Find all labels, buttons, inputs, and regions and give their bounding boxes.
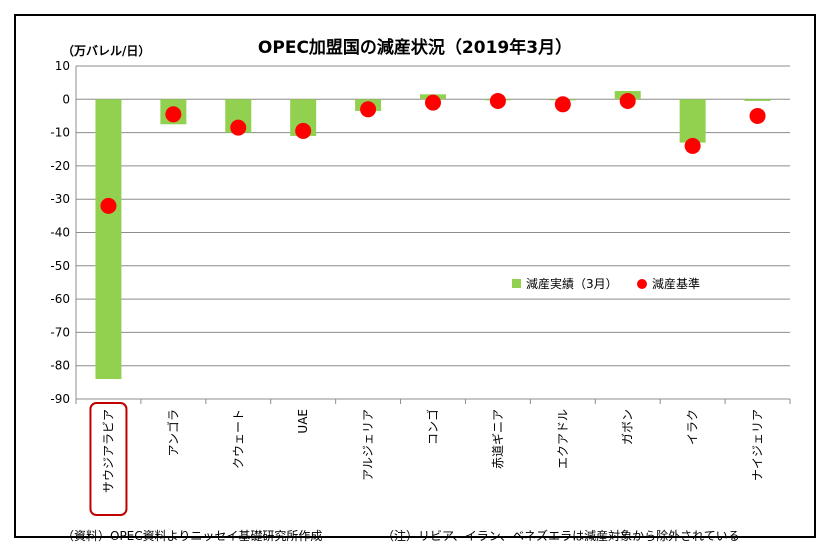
legend: 減産実績（3月） 減産基準 (512, 276, 700, 291)
marker-point (619, 92, 636, 109)
bar (744, 99, 771, 101)
y-tick-label: 10 (55, 59, 70, 73)
x-tick-label: イラク (686, 409, 700, 445)
y-tick-label: -30 (50, 192, 70, 206)
bar-series (95, 90, 771, 380)
x-tick-label: エクアドル (556, 409, 570, 469)
marker-point (554, 96, 571, 113)
x-tick-labels: サウジアラビア アンゴラ クウェート UAE アルジェリア コンゴ 赤道ギニア エクアドル ガボ… (89, 402, 765, 516)
legend-label: 減産基準 (652, 276, 700, 291)
x-tick-label: UAE (296, 409, 310, 434)
marker-point (489, 92, 506, 109)
marker-series (100, 92, 766, 214)
bar (679, 99, 706, 143)
y-tick-label: 0 (62, 92, 70, 106)
legend-label: 減産実績（3月） (526, 276, 618, 291)
x-tick-label: 赤道ギニア (491, 409, 505, 469)
source-note: （資料）OPEC資料よりニッセイ基礎研究所作成 (62, 529, 323, 543)
chart-title: OPEC加盟国の減産状況（2019年3月） (258, 37, 572, 58)
marker-point (360, 101, 377, 118)
footnote: （注）リビア、イラン、ベネズエラは減産対象から除外されている (382, 529, 740, 543)
marker-point (100, 197, 117, 214)
y-tick-label: -70 (50, 325, 70, 339)
y-tick-label: -60 (50, 292, 70, 306)
axes (75, 66, 791, 404)
bar (95, 99, 122, 380)
marker-point (684, 137, 701, 154)
x-tick-label: コンゴ (425, 409, 440, 445)
x-tick-label: ナイジェリア (751, 409, 765, 481)
y-tick-label: -80 (50, 359, 70, 373)
x-tick-label: サウジアラビア (101, 409, 115, 493)
highlight-box (89, 402, 128, 516)
marker-point (749, 107, 766, 124)
chart-frame: OPEC加盟国の減産状況（2019年3月） （万バレル/日） 10 0 -10 -20… (14, 14, 816, 543)
x-tick-label: ガボン (621, 409, 635, 445)
y-tick-label: -10 (50, 126, 70, 140)
marker-point (295, 122, 312, 139)
legend-swatch-bar (512, 279, 521, 288)
legend-swatch-marker (637, 279, 647, 289)
x-tick-label: アンゴラ (165, 409, 180, 457)
y-axis-unit-label: （万バレル/日） (62, 43, 150, 58)
y-tick-label: -20 (50, 159, 70, 173)
x-tick-label: アルジェリア (361, 409, 375, 481)
marker-point (425, 94, 441, 111)
y-tick-labels: 10 0 -10 -20 -30 -40 -50 -60 -70 -80 -90 (50, 59, 70, 406)
x-tick-label: クウェート (231, 409, 245, 469)
marker-point (165, 106, 182, 123)
y-tick-label: -90 (50, 392, 70, 406)
y-tick-label: -50 (50, 259, 70, 273)
chart: OPEC加盟国の減産状況（2019年3月） （万バレル/日） 10 0 -10 -20… (50, 37, 791, 516)
marker-point (230, 119, 247, 136)
y-tick-label: -40 (50, 226, 70, 240)
